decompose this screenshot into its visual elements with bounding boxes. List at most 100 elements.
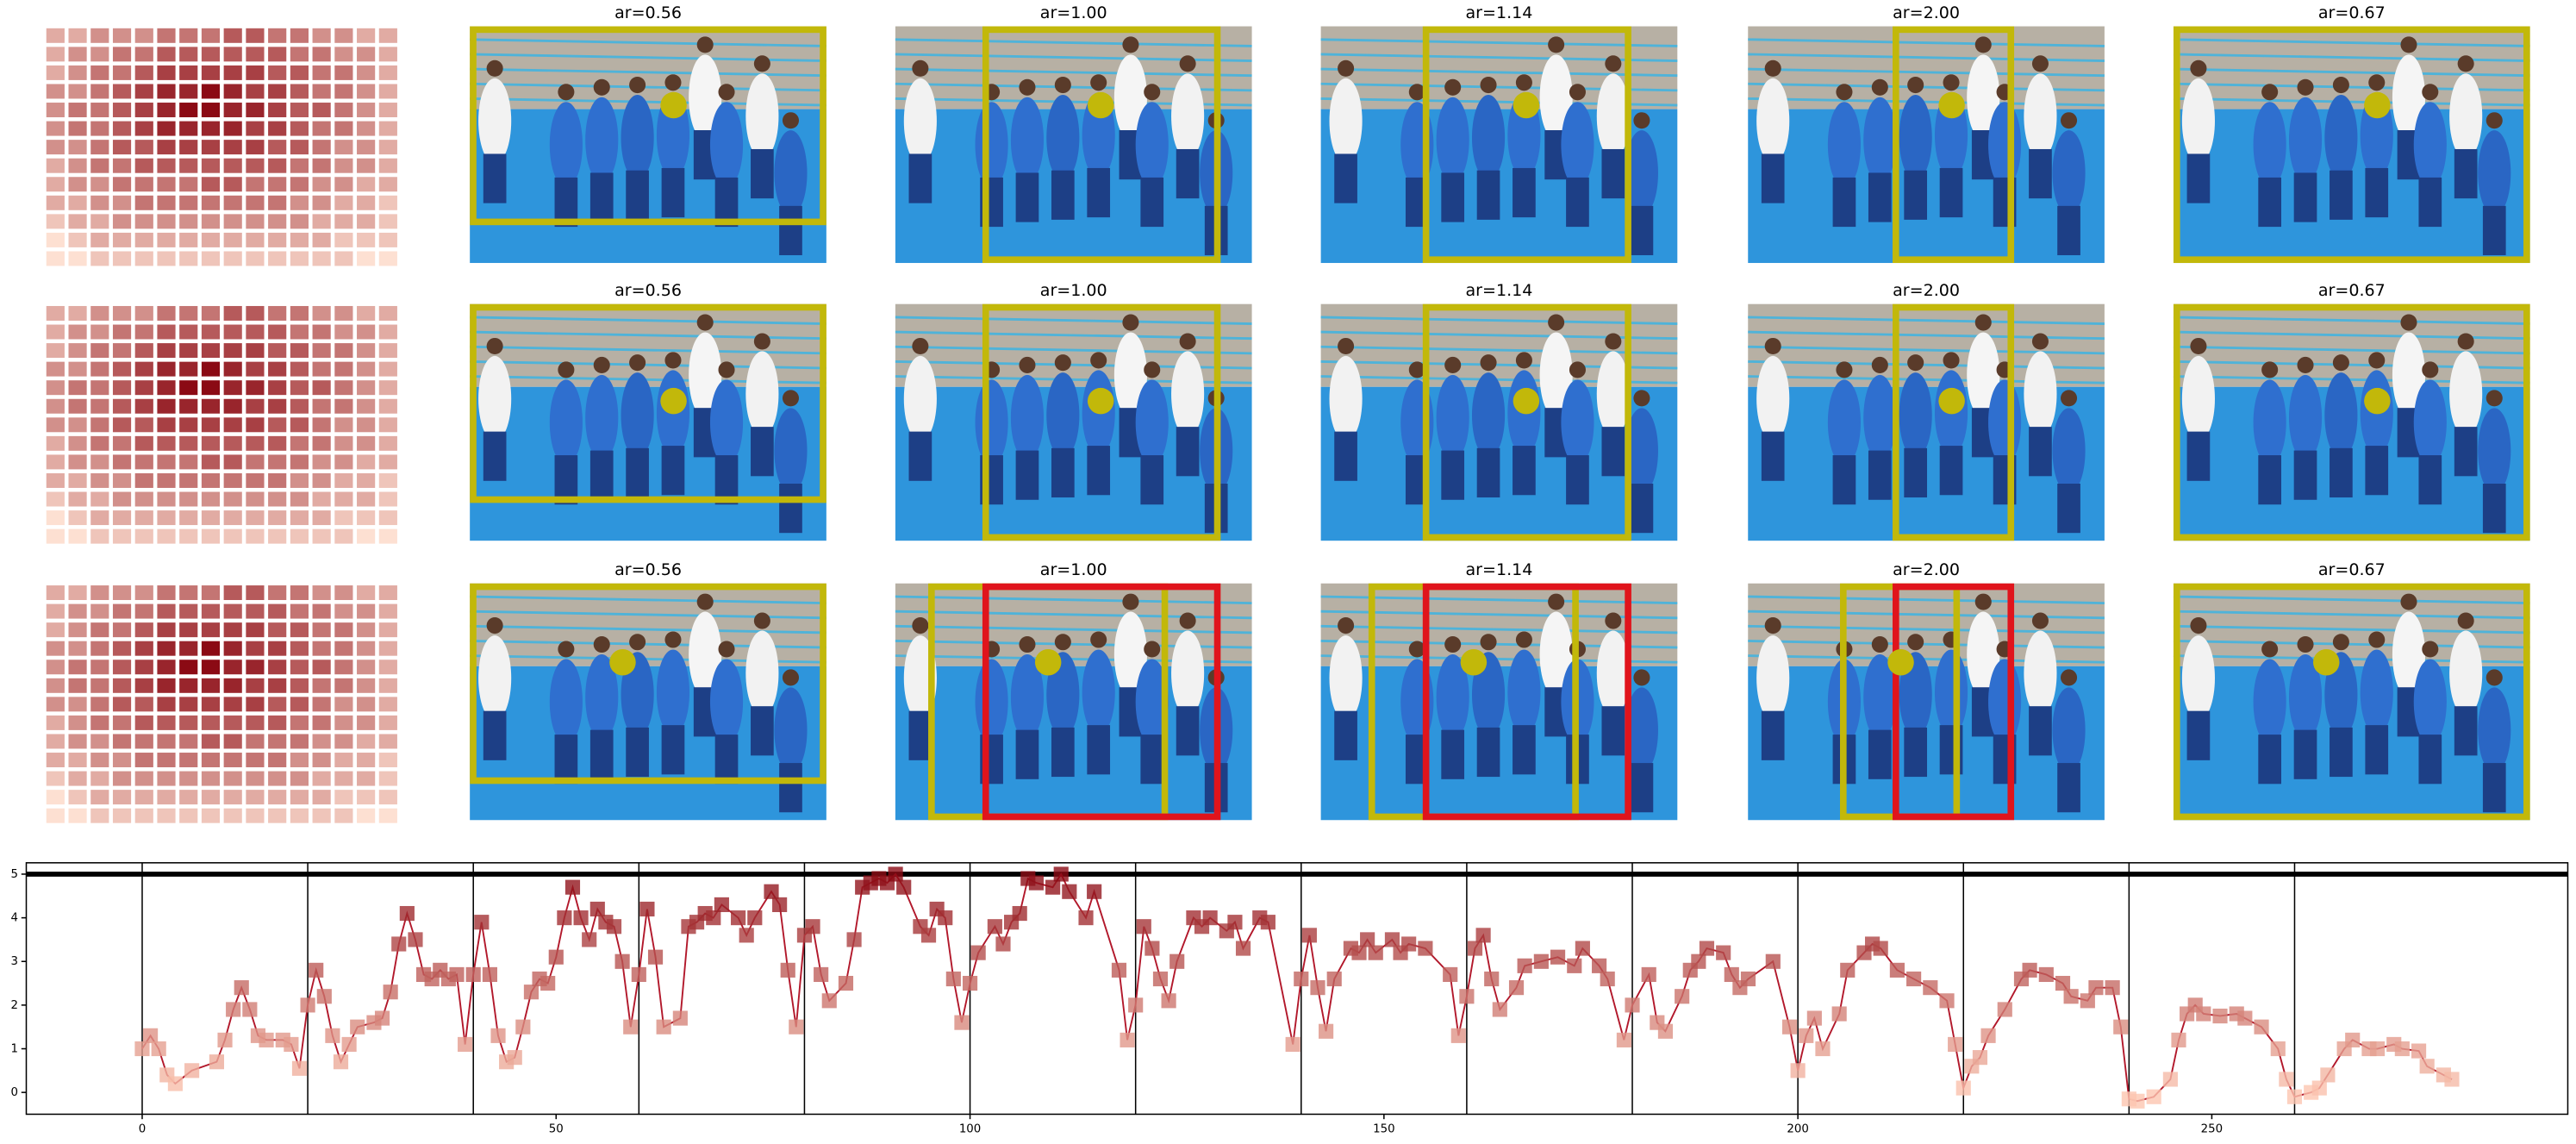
photo-player bbox=[1967, 54, 2000, 141]
heatmap-cell bbox=[134, 251, 153, 266]
photo-player-head bbox=[1338, 337, 1355, 355]
photo-player-legs bbox=[1630, 205, 1654, 256]
photo-player-legs bbox=[2365, 446, 2389, 496]
heatmap-cell bbox=[334, 454, 353, 470]
heatmap-cell bbox=[378, 121, 397, 136]
photo-player-head bbox=[1090, 74, 1107, 91]
photo-player bbox=[1046, 372, 1080, 459]
heatmap-cell bbox=[179, 454, 198, 470]
photo-player bbox=[1171, 630, 1205, 716]
photo-player-legs bbox=[1140, 177, 1164, 228]
photo-player bbox=[1756, 635, 1790, 722]
marker bbox=[1459, 989, 1475, 1004]
photo-player bbox=[1625, 687, 1658, 773]
photo-player bbox=[1436, 97, 1469, 183]
photo-player-head bbox=[1480, 77, 1497, 94]
heatmap-cell bbox=[334, 622, 353, 638]
heatmap-cell bbox=[312, 603, 331, 619]
heatmap-cell bbox=[312, 753, 331, 768]
marker bbox=[341, 1036, 357, 1053]
heatmap-cell bbox=[68, 622, 87, 638]
heatmap-cell bbox=[68, 214, 87, 229]
photo-player-head bbox=[2400, 36, 2417, 53]
heatmap-cell bbox=[357, 84, 376, 99]
heatmap-cell bbox=[223, 715, 242, 730]
heatmap-cell bbox=[46, 84, 65, 99]
photo-player-legs bbox=[626, 447, 649, 498]
photo-player-legs bbox=[1140, 735, 1164, 785]
heatmap-cell bbox=[179, 678, 198, 693]
photo-player bbox=[478, 355, 512, 442]
marker bbox=[1716, 945, 1731, 960]
heatmap-cell bbox=[246, 417, 265, 433]
heatmap-cell bbox=[201, 660, 221, 675]
heatmap-cell bbox=[201, 214, 221, 229]
center-dot bbox=[2364, 387, 2391, 415]
photo-player-head bbox=[718, 84, 735, 101]
heatmap-cell bbox=[134, 678, 153, 693]
heatmap-cell bbox=[246, 697, 265, 712]
photo-player-head bbox=[1444, 78, 1462, 96]
photo-player-legs bbox=[589, 172, 614, 222]
heatmap-cell bbox=[290, 491, 309, 507]
photo-player-head bbox=[2332, 77, 2349, 94]
heatmap-cell bbox=[179, 251, 198, 266]
photo-player bbox=[1625, 130, 1658, 216]
marker bbox=[945, 971, 961, 987]
heatmap-cell bbox=[378, 65, 397, 80]
heatmap-cell bbox=[246, 491, 265, 507]
heatmap-cell bbox=[201, 753, 221, 768]
heatmap-cell bbox=[334, 324, 353, 340]
heatmap-cell bbox=[378, 715, 397, 730]
heatmap-cell bbox=[68, 251, 87, 266]
heatmap-cell bbox=[246, 808, 265, 823]
marker bbox=[217, 1032, 233, 1047]
heatmap-cell bbox=[378, 84, 397, 99]
heatmap-cell bbox=[223, 361, 242, 377]
heatmap-cell bbox=[46, 158, 65, 173]
photo-player-legs bbox=[2186, 431, 2211, 481]
photo-player-legs bbox=[1513, 446, 1536, 496]
photo-player-head bbox=[753, 612, 770, 629]
photo-fence bbox=[895, 67, 1252, 78]
heatmap-cell bbox=[157, 603, 176, 619]
photo-player-head bbox=[1548, 593, 1565, 610]
heatmap-cell bbox=[334, 697, 353, 712]
heatmap-cell bbox=[290, 361, 309, 377]
heatmap-cell bbox=[201, 491, 221, 507]
y-tick-label: 3 bbox=[10, 955, 17, 968]
heatmap-cell bbox=[90, 195, 109, 210]
photo-player-head bbox=[1444, 635, 1462, 653]
heatmap-cell bbox=[201, 103, 221, 118]
heatmap-cell bbox=[68, 585, 87, 601]
photo-player-head bbox=[2061, 669, 2078, 686]
marker bbox=[2130, 1093, 2145, 1109]
photo-player-legs bbox=[626, 170, 649, 220]
heatmap-cell bbox=[246, 195, 265, 210]
marker bbox=[639, 901, 655, 917]
heatmap-cell bbox=[68, 103, 87, 118]
photo-player-legs bbox=[1476, 727, 1500, 778]
heatmap-cell bbox=[179, 435, 198, 451]
photo-player-head bbox=[1515, 352, 1532, 369]
heatmap-cell bbox=[290, 343, 309, 359]
marker bbox=[1319, 1023, 1334, 1039]
photo-player bbox=[2288, 374, 2323, 461]
photo-player bbox=[1171, 73, 1205, 159]
heatmap-cell bbox=[201, 65, 221, 80]
panel-title: ar=0.56 bbox=[614, 3, 682, 22]
photo-player-legs bbox=[1334, 153, 1357, 203]
bbox bbox=[1893, 26, 2015, 264]
marker bbox=[184, 1063, 200, 1078]
photo-player bbox=[689, 611, 722, 697]
photo-player bbox=[621, 94, 654, 181]
heatmap-cell bbox=[357, 808, 376, 823]
photo-player-head bbox=[1515, 74, 1532, 91]
marker bbox=[970, 945, 986, 960]
heatmap-cell bbox=[246, 380, 265, 396]
photo-player bbox=[1756, 78, 1790, 164]
heatmap-cell bbox=[357, 660, 376, 675]
photo-player bbox=[2052, 408, 2086, 494]
heatmap-cell bbox=[90, 103, 109, 118]
heatmap-cell bbox=[68, 121, 87, 136]
